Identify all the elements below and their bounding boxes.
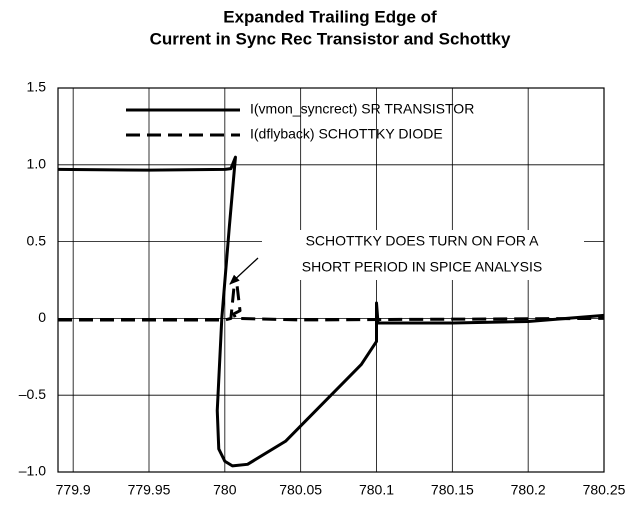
y-tick-label: 1.0 bbox=[27, 156, 47, 172]
annotation-text: SCHOTTKY DOES TURN ON FOR A bbox=[306, 233, 540, 249]
y-tick-label: 0 bbox=[38, 309, 46, 325]
plot bbox=[57, 155, 605, 468]
plot-frame bbox=[57, 87, 605, 473]
series-line bbox=[57, 155, 605, 468]
legend: I(vmon_syncrect) SR TRANSISTOR I(dflyback… bbox=[126, 101, 474, 142]
x-tick-label: 779.9 bbox=[56, 482, 91, 498]
x-tick-label: 780.1 bbox=[359, 482, 394, 498]
y-tick-label: 1.5 bbox=[27, 79, 47, 95]
y-tick-label: –0.5 bbox=[19, 386, 46, 402]
chart-title: Current in Sync Rec Transistor and Schot… bbox=[150, 29, 511, 48]
x-tick-label: 780.05 bbox=[279, 482, 322, 498]
annotation: SCHOTTKY DOES TURN ON FOR A SHORT PERIOD… bbox=[229, 230, 584, 285]
series-line bbox=[58, 283, 605, 322]
y-tick-label: –1.0 bbox=[19, 463, 46, 479]
legend-label: I(vmon_syncrect) SR TRANSISTOR bbox=[250, 101, 474, 117]
x-tick-label: 780.25 bbox=[583, 482, 626, 498]
y-tick-label: 0.5 bbox=[27, 232, 47, 248]
annotation-text: SHORT PERIOD IN SPICE ANALYSIS bbox=[302, 259, 542, 275]
x-tick-label: 780.2 bbox=[511, 482, 546, 498]
chart-title: Expanded Trailing Edge of bbox=[223, 7, 437, 26]
annotation-bg bbox=[262, 230, 584, 280]
x-tick-label: 780 bbox=[213, 482, 237, 498]
legend-label: I(dflyback) SCHOTTKY DIODE bbox=[250, 126, 443, 142]
x-tick-label: 780.15 bbox=[431, 482, 474, 498]
x-tick-label: 779.95 bbox=[128, 482, 171, 498]
annotation-arrow bbox=[229, 257, 259, 285]
